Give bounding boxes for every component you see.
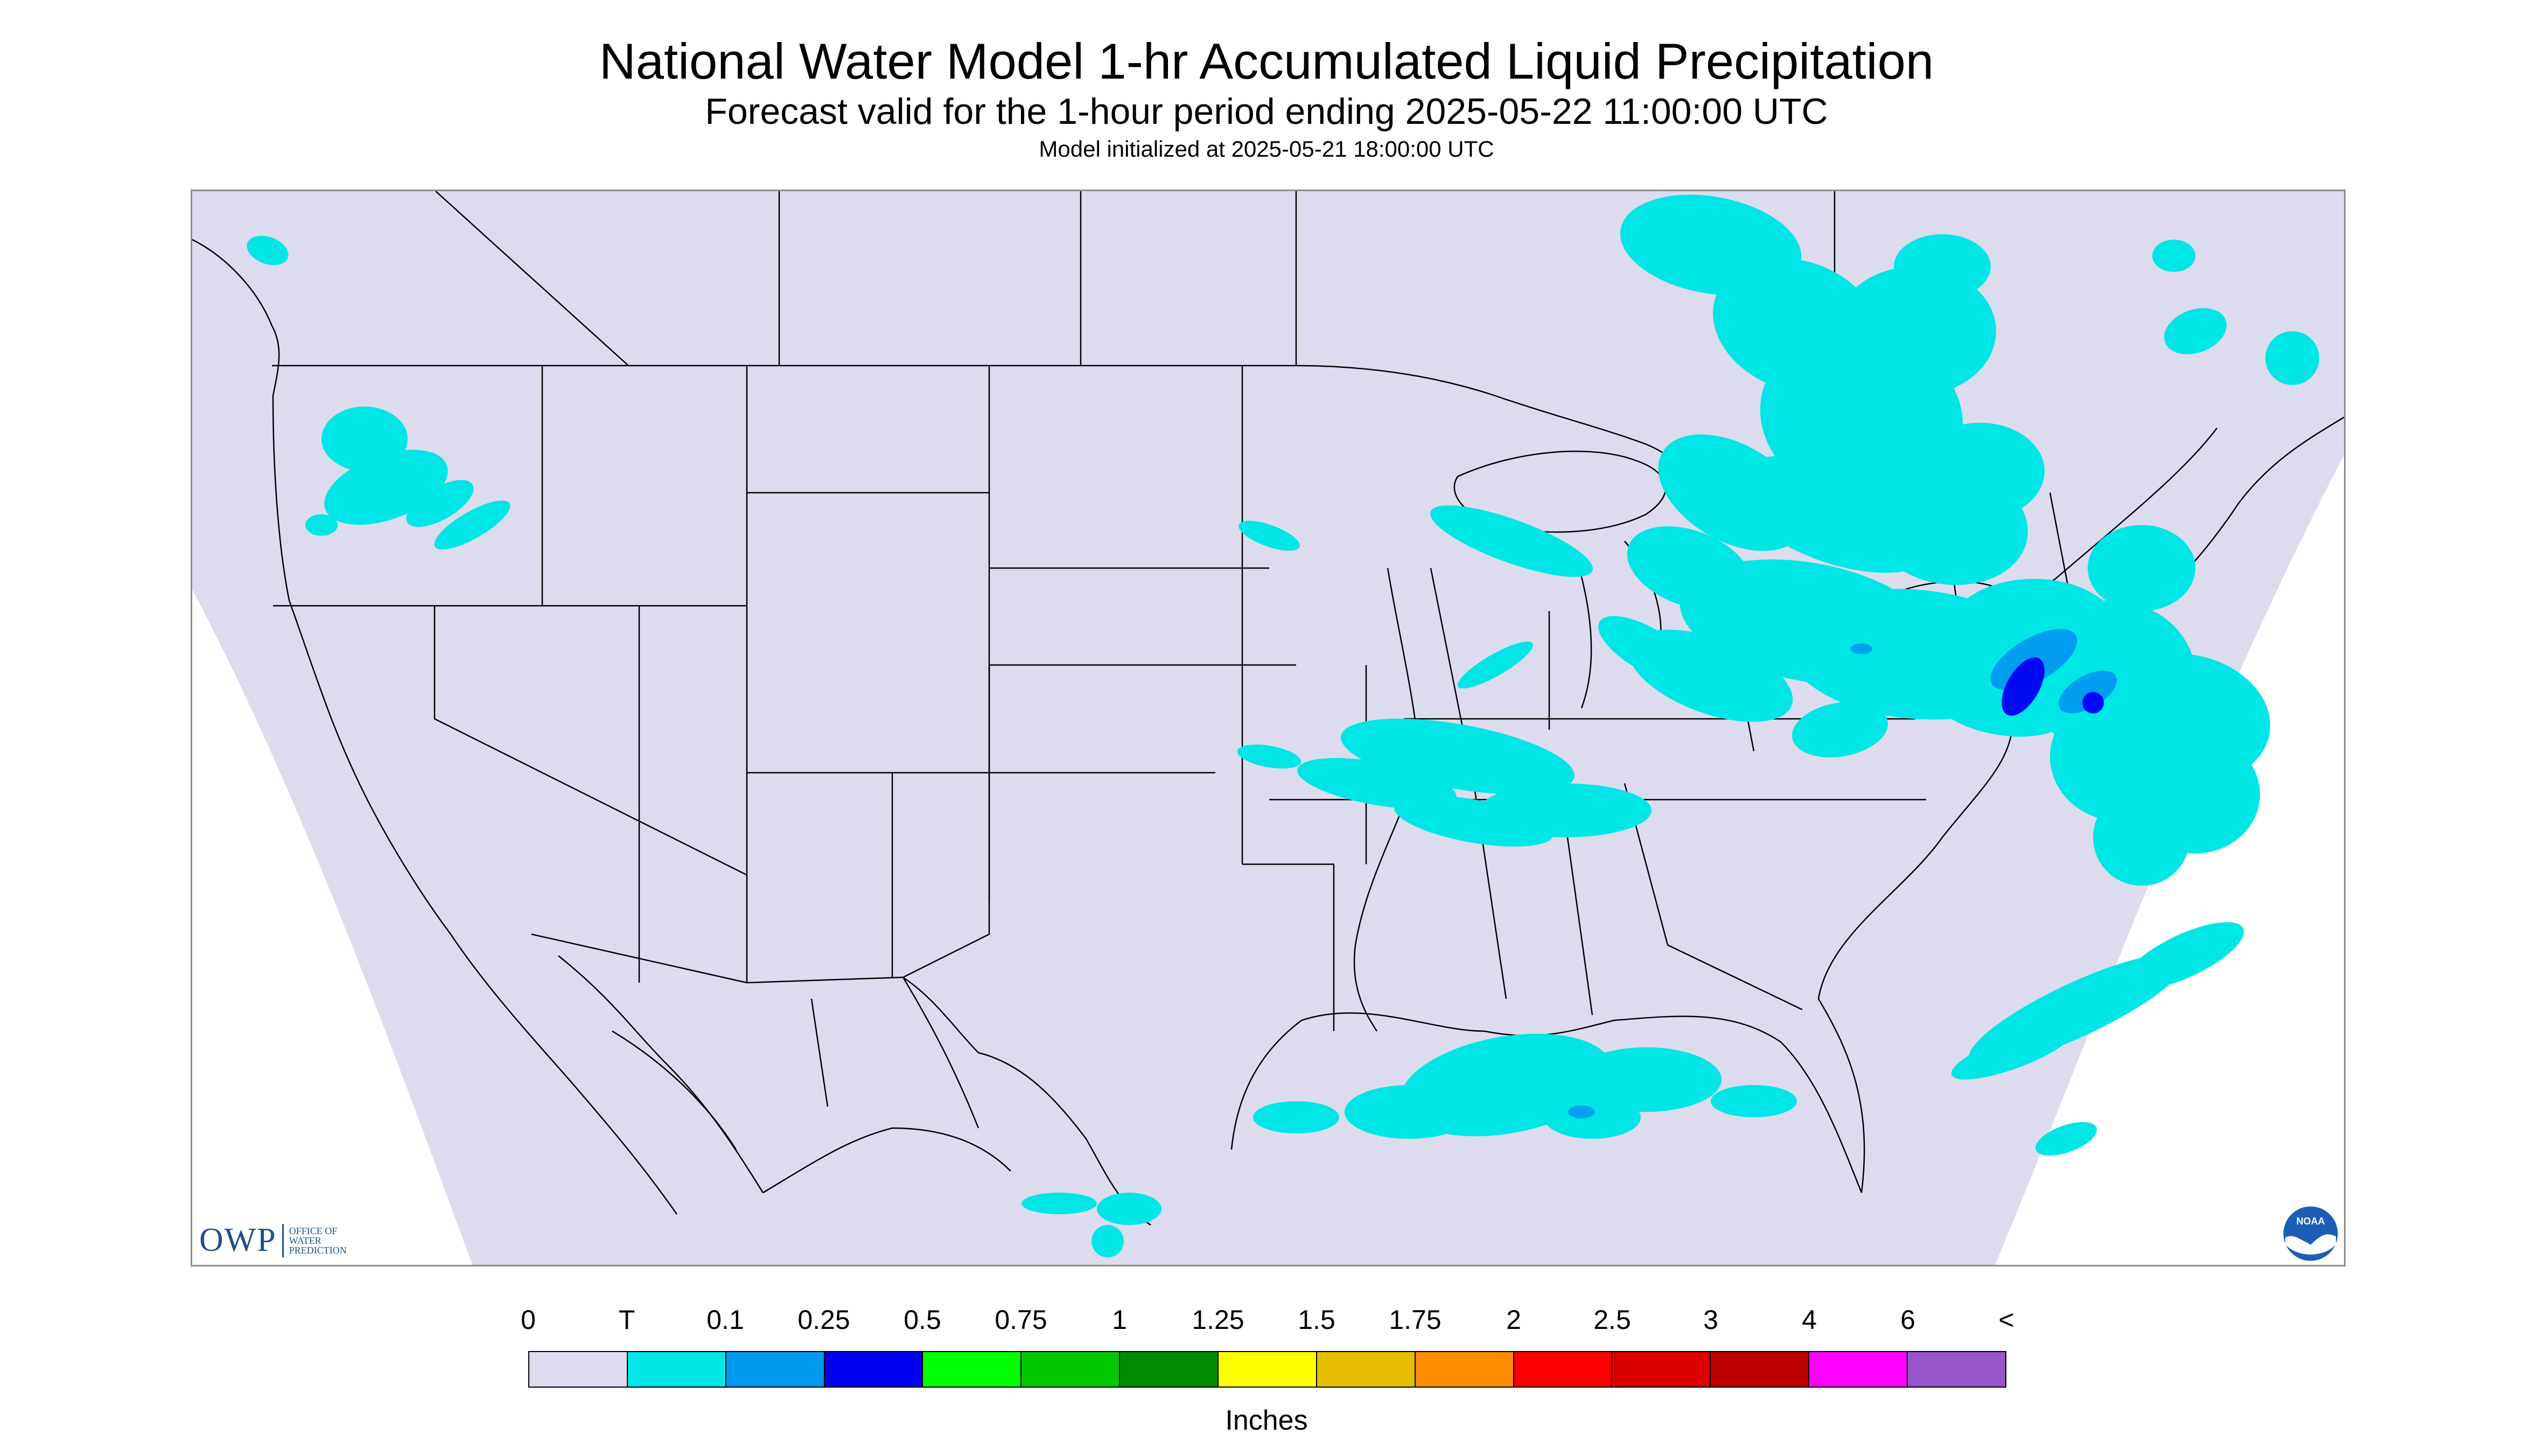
legend-label: 0.1 xyxy=(706,1305,744,1335)
precipitation-map xyxy=(191,190,2346,1266)
precip-area xyxy=(2088,525,2195,611)
legend-label: 0.75 xyxy=(995,1305,1047,1335)
legend-swatch xyxy=(1415,1352,1514,1387)
owp-text-line-2: WATER xyxy=(289,1235,321,1246)
precip-area xyxy=(1711,1085,1797,1117)
precip-area xyxy=(1951,1026,2074,1080)
precip-area xyxy=(2093,751,2168,794)
precip-area xyxy=(1238,521,1300,551)
precip-area xyxy=(2058,670,2117,713)
legend-label: 0 xyxy=(521,1305,536,1335)
legend-color-bar xyxy=(528,1351,2006,1388)
precip-area xyxy=(343,428,386,471)
precip-area xyxy=(2035,1122,2097,1156)
precip-area xyxy=(2144,805,2226,848)
owp-mark: OWP xyxy=(199,1222,277,1258)
legend-swatch xyxy=(529,1352,628,1387)
legend-swatch xyxy=(1612,1352,1711,1387)
owp-text-line-1: OFFICE OF xyxy=(289,1225,338,1236)
forecast-valid-subtitle: Forecast valid for the 1-hour period end… xyxy=(705,91,1828,132)
chart-title: National Water Model 1-hr Accumulated Li… xyxy=(599,33,1934,89)
legend-swatch xyxy=(726,1352,825,1387)
precip-area xyxy=(247,235,289,265)
legend-swatch xyxy=(1317,1352,1416,1387)
precip-area xyxy=(1835,267,1996,396)
legend-swatch xyxy=(1514,1352,1613,1387)
legend-swatch xyxy=(824,1352,923,1387)
noaa-seagull-icon: NOAA xyxy=(2282,1205,2340,1263)
precip-area xyxy=(1851,643,1872,654)
legend-swatch xyxy=(923,1352,1022,1387)
legend-label: 1.75 xyxy=(1389,1305,1442,1335)
precip-area xyxy=(1571,1047,1722,1112)
precip-area xyxy=(1394,795,1554,847)
precip-area xyxy=(2125,922,2244,990)
precip-area xyxy=(1091,1225,1124,1257)
model-init-line: Model initialized at 2025-05-21 18:00:00… xyxy=(1039,136,1494,162)
precip-area xyxy=(2152,240,2195,272)
legend-swatch xyxy=(1908,1352,2005,1387)
owp-text-line-3: PREDICTION xyxy=(289,1244,347,1256)
noaa-text: NOAA xyxy=(2297,1216,2325,1227)
legend-swatch xyxy=(627,1352,726,1387)
legend-swatch xyxy=(1711,1352,1810,1387)
precip-area xyxy=(1894,234,1991,299)
owp-divider xyxy=(282,1223,284,1257)
legend-label: 6 xyxy=(1900,1305,1915,1335)
legend-label: 1.25 xyxy=(1192,1305,1244,1335)
precip-area xyxy=(1544,1096,1641,1139)
precip-area xyxy=(2002,657,2045,716)
precip-area xyxy=(1658,434,1807,551)
precip-area xyxy=(1297,758,1457,809)
legend-label: 0.25 xyxy=(797,1305,850,1335)
legend-label: T xyxy=(618,1305,635,1335)
owp-office-text: OFFICE OF WATER PREDICTION xyxy=(289,1226,370,1255)
legend-swatch xyxy=(1219,1352,1317,1387)
precip-area xyxy=(305,514,338,536)
legend-swatch xyxy=(1120,1352,1219,1387)
legend-units: Inches xyxy=(1225,1405,1308,1436)
precip-area xyxy=(1915,423,2045,520)
precip-area xyxy=(1458,641,1533,689)
precip-area xyxy=(1568,1105,1595,1118)
precip-area xyxy=(2082,692,2104,713)
legend-label: 2 xyxy=(1506,1305,1521,1335)
legend-swatch xyxy=(1809,1352,1908,1387)
precip-area xyxy=(1097,1193,1161,1225)
precip-area xyxy=(1253,1101,1339,1133)
precip-area xyxy=(1598,616,1694,682)
legend-label: 1.5 xyxy=(1298,1305,1335,1335)
precip-area xyxy=(1237,744,1302,769)
legend-label: 1 xyxy=(1112,1305,1127,1335)
legend-label: 2.5 xyxy=(1593,1305,1631,1335)
precip-area xyxy=(2164,308,2227,354)
legend-label: 3 xyxy=(1703,1305,1718,1335)
precip-area xyxy=(1341,718,1575,795)
precip-area xyxy=(2265,331,2319,385)
precip-area xyxy=(1430,505,1593,577)
precip-area xyxy=(1345,1085,1474,1139)
precip-area xyxy=(2093,789,2190,886)
precip-area xyxy=(1021,1193,1097,1214)
precip-area xyxy=(1792,702,1888,758)
legend-label: 0.5 xyxy=(904,1305,941,1335)
precip-area xyxy=(434,500,510,550)
precip-area xyxy=(406,480,474,527)
precipitation-areas xyxy=(247,194,2319,1257)
legend-label: < xyxy=(1998,1305,2014,1335)
legend-swatch xyxy=(1021,1352,1121,1387)
owp-logo: OWP OFFICE OF WATER PREDICTION xyxy=(199,1221,370,1259)
legend-labels: 0 T 0.1 0.25 0.5 0.75 1 1.25 1.5 1.75 2 2.5 3 4 6 < xyxy=(0,1304,2533,1342)
legend-label: 4 xyxy=(1802,1305,1817,1335)
